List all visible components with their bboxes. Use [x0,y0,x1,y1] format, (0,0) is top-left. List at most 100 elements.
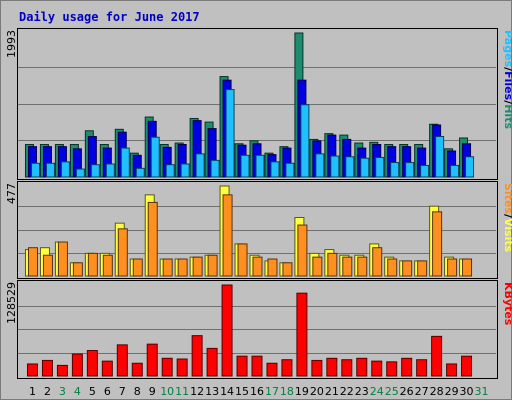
bar-pages-day-9 [150,136,160,178]
bar-pages-day-10 [165,164,175,178]
bar-kbytes-day-14 [221,284,233,377]
bar-sites-day-27 [417,260,428,277]
bar-kbytes-day-13 [206,347,218,377]
bar-sites-day-30 [462,258,473,277]
x-tick-label: 29 [445,385,459,398]
bar-pages-day-18 [285,162,295,178]
x-tick-label: 14 [220,385,234,398]
x-tick-label: 28 [430,385,444,398]
bar-sites-day-12 [192,256,203,277]
bar-sites-day-1 [27,247,38,277]
bar-pages-day-3 [60,161,70,178]
bar-kbytes-day-26 [401,357,413,377]
x-tick-label: 7 [119,385,126,398]
bar-pages-day-11 [180,163,190,178]
bar-pages-day-5 [90,164,100,178]
bar-kbytes-day-15 [236,355,248,377]
x-tick-label: 25 [385,385,399,398]
bar-kbytes-day-2 [41,359,53,377]
bar-sites-day-3 [57,241,68,277]
legend-entry: Sites [502,183,512,214]
bar-sites-day-14 [222,194,233,277]
bar-kbytes-day-29 [446,363,458,377]
bar-sites-day-9 [147,201,158,277]
bar-pages-day-29 [450,164,460,178]
panel-kbytes-ymax-label: 128529 [5,282,18,324]
x-tick-label: 17 [265,385,279,398]
legend-entry: / [502,67,512,72]
bar-kbytes-day-3 [56,364,68,377]
bar-kbytes-day-23 [356,357,368,377]
bar-kbytes-day-7 [116,344,128,377]
x-tick-label: 4 [74,385,81,398]
x-tick-label: 9 [149,385,156,398]
bar-sites-day-26 [402,260,413,277]
x-tick-label: 8 [134,385,141,398]
bar-pages-day-23 [360,157,370,178]
bar-pages-day-15 [240,154,250,178]
x-tick-label: 20 [310,385,324,398]
bar-pages-day-17 [270,161,280,178]
bar-sites-day-18 [282,262,293,277]
x-tick-label: 13 [205,385,219,398]
panel-visits-sites-ymax-label: 477 [5,183,18,204]
bar-sites-day-22 [342,256,353,277]
bar-pages-day-19 [300,104,310,178]
bar-sites-day-21 [327,252,338,277]
panel-usage-legend: Pages/Files/Hits [502,30,512,129]
x-tick-label: 21 [325,385,339,398]
bar-pages-day-22 [345,156,355,178]
bar-kbytes-day-30 [461,355,473,377]
x-tick-label: 18 [280,385,294,398]
bar-pages-day-24 [375,156,385,178]
bar-pages-day-28 [435,136,445,178]
panel-kbytes-legend: KBytes [502,282,512,326]
x-tick-label: 23 [355,385,369,398]
bar-kbytes-day-28 [431,335,443,377]
legend-entry: / [502,214,512,219]
bar-kbytes-day-6 [101,360,113,377]
bar-pages-day-13 [210,159,220,178]
bar-kbytes-day-22 [341,359,353,377]
bar-pages-day-6 [105,163,115,178]
legend-entry: KBytes [502,282,512,326]
x-tick-label: 11 [175,385,189,398]
bar-sites-day-13 [207,254,218,277]
bar-sites-day-25 [387,258,398,277]
x-tick-label: 24 [370,385,384,398]
panel-visits-sites-legend: Sites/Visits [502,183,512,253]
x-tick-label: 5 [89,385,96,398]
x-tick-label: 1 [29,385,36,398]
bar-sites-day-19 [297,224,308,277]
bar-kbytes-day-1 [26,363,38,377]
bar-pages-day-16 [255,154,265,178]
bar-pages-day-7 [120,147,130,178]
bar-pages-day-27 [420,164,430,178]
bar-pages-day-21 [330,155,340,178]
bar-sites-day-7 [117,228,128,277]
bar-pages-day-8 [135,167,145,178]
bar-kbytes-day-19 [296,292,308,377]
bar-kbytes-day-10 [161,357,173,377]
bar-kbytes-day-12 [191,335,203,377]
bar-sites-day-10 [162,258,173,277]
bar-pages-day-4 [75,168,85,178]
bar-sites-day-6 [102,254,113,277]
bar-pages-day-30 [465,156,475,178]
bar-pages-day-26 [405,162,415,178]
x-tick-label: 12 [190,385,204,398]
bar-sites-day-23 [357,256,368,277]
bar-sites-day-11 [177,258,188,277]
bar-sites-day-29 [447,258,458,277]
bar-pages-day-1 [30,162,40,178]
bar-sites-day-8 [132,258,143,277]
bar-pages-day-12 [195,153,205,178]
bar-kbytes-day-17 [266,362,278,377]
bar-kbytes-day-21 [326,357,338,377]
bar-kbytes-day-9 [146,343,158,377]
bar-sites-day-24 [372,247,383,277]
x-tick-label: 6 [104,385,111,398]
bar-sites-day-20 [312,256,323,277]
bar-kbytes-day-27 [416,359,428,377]
